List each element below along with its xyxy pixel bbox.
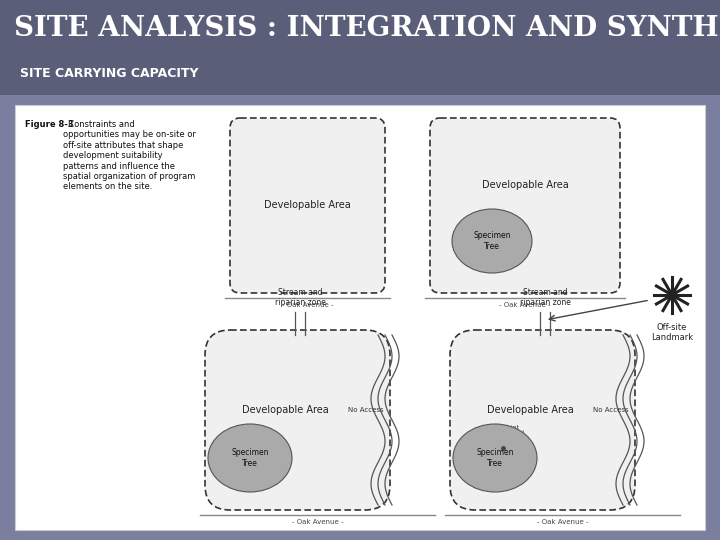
Text: Stream and
riparian zone: Stream and riparian zone (520, 288, 570, 307)
Text: Developable Area: Developable Area (264, 200, 351, 211)
FancyBboxPatch shape (230, 118, 385, 293)
Ellipse shape (208, 424, 292, 492)
Text: - Oak Avenue -: - Oak Avenue - (536, 519, 588, 525)
Bar (15, 105, 705, 530)
Text: - Oak Avenue -: - Oak Avenue - (499, 302, 551, 308)
Text: Stream and
riparian zone: Stream and riparian zone (274, 288, 325, 307)
Text: - Oak Avenue -: - Oak Avenue - (282, 302, 333, 308)
Text: Off-site
Landmark: Off-site Landmark (651, 323, 693, 342)
Ellipse shape (453, 424, 537, 492)
Text: SITE CARRYING CAPACITY: SITE CARRYING CAPACITY (20, 67, 199, 80)
Text: Constraints and
opportunities may be on-site or
off-site attributes that shape
d: Constraints and opportunities may be on-… (63, 120, 196, 191)
Bar (0, 0, 720, 95)
Ellipse shape (452, 209, 532, 273)
Text: Developable Area: Developable Area (242, 405, 328, 415)
Text: High Point
(view off-site): High Point (view off-site) (482, 424, 524, 435)
Text: - Oak Avenue -: - Oak Avenue - (292, 519, 343, 525)
FancyBboxPatch shape (430, 118, 620, 293)
Text: No Access: No Access (593, 407, 629, 413)
Text: Developable Area: Developable Area (482, 179, 568, 190)
Text: SITE ANALYSIS : INTEGRATION AND SYNTHESIS: SITE ANALYSIS : INTEGRATION AND SYNTHESI… (14, 15, 720, 42)
Text: Developable Area: Developable Area (487, 405, 573, 415)
Text: Specimen
Tree: Specimen Tree (476, 448, 514, 468)
FancyBboxPatch shape (205, 330, 390, 510)
Text: Figure 8-3: Figure 8-3 (25, 120, 73, 129)
Text: Specimen
Tree: Specimen Tree (231, 448, 269, 468)
Text: Specimen
Tree: Specimen Tree (473, 231, 510, 251)
Text: No Access: No Access (348, 407, 384, 413)
FancyBboxPatch shape (450, 330, 635, 510)
